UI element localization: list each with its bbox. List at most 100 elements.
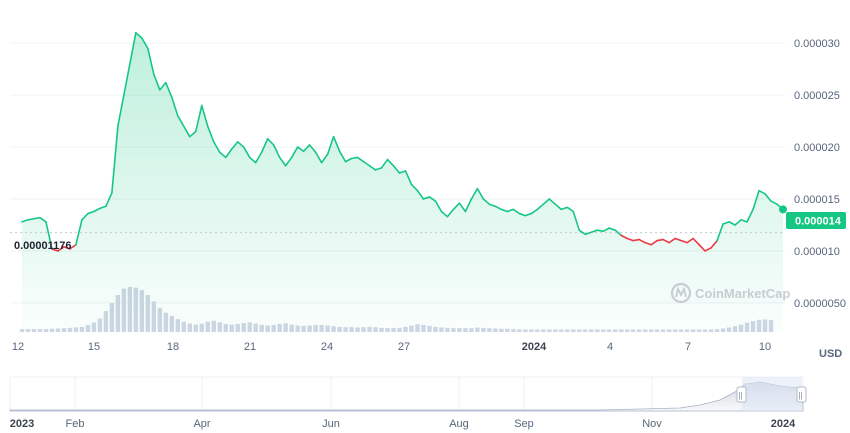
navigator-axis: 2023 Feb Apr Jun Aug Sep Nov 2024 <box>10 418 796 430</box>
price-segment <box>206 125 215 143</box>
price-segment <box>680 239 688 244</box>
price-segment <box>105 191 113 208</box>
price-segment <box>566 206 575 213</box>
price-segment <box>740 218 748 223</box>
price-segment <box>135 31 143 39</box>
price-segment <box>524 212 533 217</box>
price-segment <box>51 248 59 252</box>
price-segment <box>650 239 658 246</box>
price-segment <box>590 229 599 234</box>
price-segment <box>93 207 101 213</box>
price-segment <box>344 157 353 163</box>
y-tick-label: 0.000020 <box>794 142 840 154</box>
price-segment <box>428 196 437 202</box>
price-segment <box>314 151 323 164</box>
price-segment <box>746 208 754 223</box>
price-segment <box>99 205 107 210</box>
price-segment <box>686 237 694 244</box>
price-segment <box>626 237 634 242</box>
price-segment <box>27 217 35 221</box>
price-segment <box>512 208 521 215</box>
price-segment <box>548 198 557 206</box>
price-segment <box>200 104 209 128</box>
price-segment <box>530 208 539 215</box>
price-segment <box>470 187 479 200</box>
price-segment <box>57 246 65 252</box>
navigator-track <box>9 376 804 412</box>
price-segment <box>494 205 503 211</box>
price-segment <box>338 150 347 163</box>
price-segment <box>752 189 760 211</box>
price-segment <box>236 141 245 148</box>
price-segment <box>224 148 233 159</box>
price-segment <box>129 31 137 65</box>
price-segment <box>698 243 706 252</box>
price-segment <box>332 135 341 153</box>
price-segment <box>296 146 305 153</box>
price-segment <box>39 216 47 223</box>
price-segment <box>147 47 155 76</box>
price-segment <box>458 202 467 213</box>
y-tick-label: 0.0000050 <box>794 298 846 310</box>
price-segment <box>266 137 275 146</box>
price-segment <box>410 183 419 192</box>
x-tick-label: 24 <box>321 341 333 353</box>
price-segment <box>536 203 545 211</box>
navigator-tick-label: Jun <box>322 418 340 430</box>
price-segment <box>171 96 179 117</box>
y-tick-label: 0.000025 <box>794 90 840 102</box>
price-line <box>21 31 784 252</box>
price-segment <box>159 81 167 91</box>
price-segment <box>386 158 395 167</box>
price-segment <box>692 237 700 246</box>
navigator-handle-left[interactable]: || <box>736 386 747 403</box>
price-segment <box>734 218 742 226</box>
price-segment <box>506 208 515 213</box>
price-segment <box>218 151 227 159</box>
price-segment <box>242 146 251 159</box>
navigator-tick-label: Apr <box>193 418 210 430</box>
price-segment <box>596 229 605 233</box>
price-segment <box>542 198 551 206</box>
navigator-grid <box>74 377 653 411</box>
price-segment <box>111 125 119 194</box>
price-segment <box>21 218 29 223</box>
price-segment <box>398 170 407 174</box>
navigator-selection[interactable] <box>742 377 802 411</box>
price-segment <box>230 141 239 150</box>
price-segment <box>644 241 652 246</box>
price-segment <box>392 164 401 174</box>
price-segment <box>404 170 413 186</box>
price-segment <box>284 156 293 167</box>
price-segment <box>722 221 730 225</box>
price-segment <box>704 247 712 252</box>
price-segment <box>117 94 125 128</box>
currency-label: USD <box>819 348 842 360</box>
price-segment <box>33 216 41 220</box>
y-tick-label: 0.000010 <box>794 246 840 258</box>
price-segment <box>500 208 509 213</box>
price-segment <box>212 141 221 154</box>
price-segment <box>434 200 443 213</box>
price-segment <box>248 156 257 164</box>
price-segment <box>584 231 593 236</box>
price-segment <box>320 153 329 164</box>
y-tick-label: 0.000030 <box>794 38 840 50</box>
price-segment <box>464 198 473 213</box>
price-segment <box>302 144 311 153</box>
navigator-handle-right[interactable]: || <box>796 386 807 403</box>
price-segment <box>63 246 71 250</box>
price-segment <box>674 237 682 242</box>
price-segment <box>308 144 317 154</box>
price-area <box>22 32 783 332</box>
x-axis: 12 15 18 21 24 27 2024 4 7 10 <box>12 341 771 353</box>
price-segment <box>254 151 263 164</box>
y-tick-label: 0.000015 <box>794 194 840 206</box>
price-segment <box>141 37 149 50</box>
navigator-tick-label: 2023 <box>10 418 34 430</box>
watermark-text: CoinMarketCap <box>695 286 790 301</box>
range-navigator[interactable]: || || 2023 Feb Apr Jun Aug Sep Nov 2024 <box>9 376 807 430</box>
price-segment <box>69 243 77 250</box>
price-segment <box>482 198 491 206</box>
